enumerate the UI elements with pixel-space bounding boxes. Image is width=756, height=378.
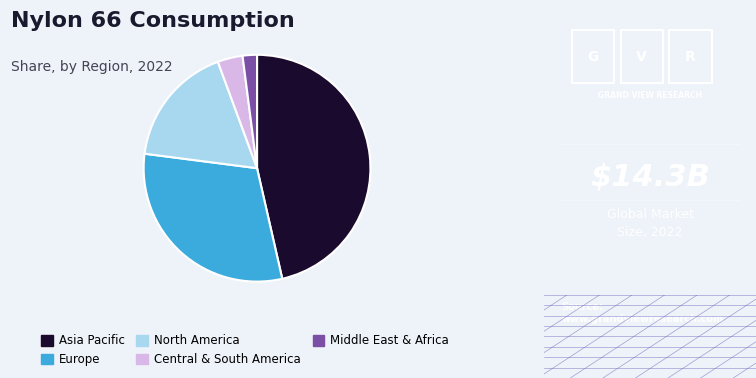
Text: R: R [685,50,696,64]
Text: G: G [587,50,599,64]
Bar [669,30,711,83]
Bar [621,30,663,83]
Text: $14.3B: $14.3B [590,163,710,192]
Wedge shape [144,62,257,168]
Wedge shape [243,55,257,168]
Legend: Asia Pacific, Europe, North America, Central & South America, Middle East & Afri: Asia Pacific, Europe, North America, Cen… [35,328,455,372]
Wedge shape [144,154,282,282]
Wedge shape [218,56,257,168]
Text: Source:
www.grandviewresearch.com: Source: www.grandviewresearch.com [561,302,723,324]
Bar [572,30,614,83]
Text: Share, by Region, 2022: Share, by Region, 2022 [11,60,172,74]
Text: GRAND VIEW RESEARCH: GRAND VIEW RESEARCH [598,91,702,100]
Text: V: V [637,50,647,64]
Wedge shape [257,55,370,279]
Text: Nylon 66 Consumption: Nylon 66 Consumption [11,11,295,31]
Text: Global Market
Size, 2022: Global Market Size, 2022 [606,208,694,239]
